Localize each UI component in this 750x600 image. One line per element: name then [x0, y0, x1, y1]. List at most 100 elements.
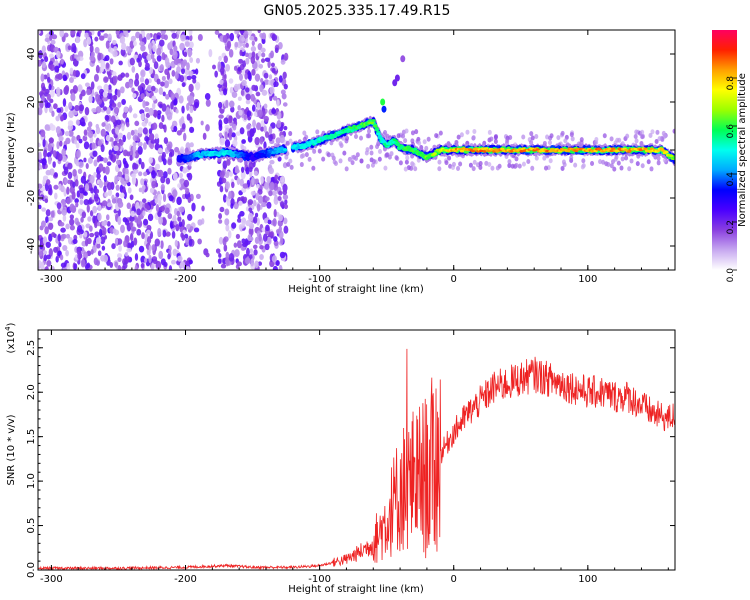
noise-blob	[180, 34, 186, 42]
noise-blob	[228, 171, 233, 177]
noise-blob	[93, 159, 98, 167]
noise-blob	[230, 203, 234, 209]
noise-blob	[129, 221, 134, 228]
ridge-blob	[261, 153, 267, 157]
noise-blob	[231, 181, 235, 189]
ridge-blob	[226, 151, 231, 154]
noise-blob	[96, 243, 101, 249]
noise-blob	[244, 72, 248, 80]
noise-blob	[65, 249, 69, 257]
noise-blob	[279, 201, 285, 208]
noise-blob	[197, 219, 203, 226]
noise-blob	[50, 39, 56, 45]
noise-blob	[42, 175, 49, 181]
noise-blob	[167, 158, 173, 166]
noise-blob	[265, 196, 270, 202]
noise-blob	[62, 244, 68, 252]
colorbar-tick-label: 0.0	[726, 268, 736, 283]
noise-blob	[167, 167, 172, 175]
noise-blob	[132, 113, 138, 119]
halo-blob	[534, 155, 539, 161]
noise-blob	[255, 183, 260, 189]
noise-blob	[171, 69, 176, 77]
noise-blob	[142, 100, 146, 109]
noise-blob	[83, 251, 88, 260]
noise-blob	[45, 266, 49, 270]
noise-blob	[272, 265, 278, 270]
noise-blob	[80, 175, 87, 184]
noise-blob	[268, 231, 274, 237]
noise-blob	[126, 247, 132, 253]
noise-blob	[188, 95, 195, 105]
halo-blob	[639, 141, 644, 147]
ridge-blob	[480, 147, 486, 151]
noise-blob	[228, 78, 234, 84]
noise-blob	[239, 178, 244, 187]
halo-blob	[288, 138, 293, 144]
noise-blob	[121, 42, 127, 51]
noise-blob	[44, 124, 51, 131]
noise-blob	[154, 133, 159, 140]
noise-blob	[132, 93, 137, 99]
noise-blob	[162, 171, 168, 179]
noise-blob	[188, 83, 194, 93]
noise-blob	[56, 141, 60, 150]
noise-blob	[95, 188, 100, 194]
noise-blob	[55, 74, 61, 79]
noise-blob	[224, 208, 230, 216]
noise-blob	[131, 173, 137, 178]
noise-blob	[260, 47, 266, 53]
noise-blob	[58, 242, 62, 248]
noise-blob	[149, 200, 154, 205]
noise-blob	[257, 109, 263, 118]
noise-blob	[219, 137, 225, 146]
noise-blob	[133, 163, 139, 170]
noise-blob	[53, 103, 58, 110]
noise-blob	[103, 254, 109, 263]
noise-blob	[56, 107, 62, 113]
halo-blob	[350, 160, 355, 166]
noise-blob	[69, 224, 75, 231]
noise-blob	[218, 55, 222, 61]
halo-blob	[302, 130, 307, 136]
noise-blob	[86, 126, 92, 132]
halo-blob	[326, 152, 331, 158]
noise-blob	[113, 145, 119, 152]
noise-blob	[54, 192, 58, 200]
noise-blob	[268, 167, 274, 175]
noise-blob	[242, 60, 247, 68]
colorbar-ticks: 0.0 0.2 0.4 0.6 0.8	[726, 76, 737, 283]
noise-blob	[90, 187, 94, 194]
noise-blob	[87, 130, 94, 139]
noise-blob	[248, 207, 253, 213]
ridge-blob	[672, 156, 675, 160]
noise-blob	[154, 163, 161, 170]
halo-blob	[635, 161, 640, 167]
noise-blob	[148, 244, 152, 252]
noise-blob	[256, 101, 261, 111]
noise-blob	[123, 240, 127, 248]
noise-blob	[64, 131, 70, 137]
noise-blob	[248, 166, 253, 173]
noise-blob	[173, 58, 179, 65]
x-tick-label: -100	[308, 274, 331, 285]
halo-blob	[646, 159, 651, 165]
noise-blob	[130, 35, 137, 42]
noise-blob	[258, 63, 264, 69]
halo-blob	[560, 130, 565, 136]
noise-blob	[138, 187, 143, 193]
noise-blob	[120, 36, 126, 44]
ridge-blob	[432, 152, 437, 155]
noise-blob	[157, 113, 161, 120]
halo-blob	[456, 134, 461, 140]
noise-blob	[218, 114, 224, 119]
halo-blob	[590, 161, 595, 167]
noise-blob	[186, 102, 190, 111]
halo-blob	[371, 158, 376, 164]
noise-blob	[142, 127, 148, 135]
halo-blob	[489, 136, 494, 142]
halo-blob	[548, 158, 553, 164]
noise-blob	[96, 155, 100, 163]
noise-blob	[235, 233, 241, 240]
halo-blob	[594, 136, 599, 142]
